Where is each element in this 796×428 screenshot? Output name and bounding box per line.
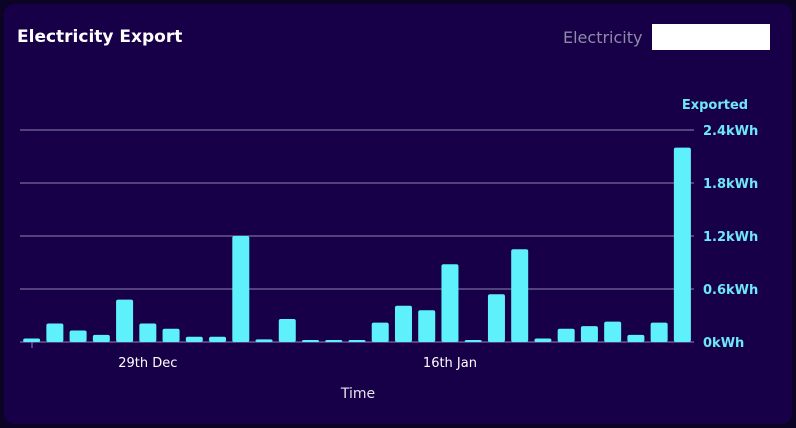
bar[interactable] xyxy=(673,147,691,342)
bar[interactable] xyxy=(302,340,320,342)
meter-selector-label: Electricity xyxy=(563,28,643,47)
bar[interactable] xyxy=(139,323,157,342)
bar[interactable] xyxy=(278,319,296,342)
bar[interactable] xyxy=(511,249,529,342)
bar[interactable] xyxy=(255,339,273,342)
bar[interactable] xyxy=(464,340,482,342)
bar[interactable] xyxy=(604,321,622,342)
y-tick-label: 0kWh xyxy=(703,336,744,351)
bar[interactable] xyxy=(232,236,250,342)
bar[interactable] xyxy=(441,264,459,342)
bar[interactable] xyxy=(116,299,134,342)
bar[interactable] xyxy=(23,338,41,342)
bar[interactable] xyxy=(650,322,668,342)
y-axis-label: Exported xyxy=(682,98,748,113)
y-axis-ticks: 0kWh 0.6kWh 1.2kWh 1.8kWh 2.4kWh xyxy=(703,124,758,351)
bar[interactable] xyxy=(534,338,552,342)
x-axis-label: Time xyxy=(340,386,375,402)
y-tick-label: 0.6kWh xyxy=(703,283,758,298)
y-tick-label: 1.8kWh xyxy=(703,177,758,192)
y-tick-label: 2.4kWh xyxy=(703,124,758,139)
y-tick-label: 1.2kWh xyxy=(703,230,758,245)
bar[interactable] xyxy=(371,322,389,342)
bar[interactable] xyxy=(627,334,645,342)
x-tick-label: 29th Dec xyxy=(118,356,177,371)
bar[interactable] xyxy=(348,340,366,342)
bar[interactable] xyxy=(209,336,227,342)
bar[interactable] xyxy=(394,305,412,342)
bar[interactable] xyxy=(162,328,180,342)
chart-card xyxy=(4,4,792,424)
x-axis-ticks: 29th Dec 16th Jan xyxy=(31,342,477,371)
bar[interactable] xyxy=(69,330,87,342)
bar[interactable] xyxy=(487,294,505,342)
bar[interactable] xyxy=(46,323,64,342)
meter-selector-dropdown[interactable] xyxy=(652,24,770,50)
bar[interactable] xyxy=(185,336,203,342)
bar-series xyxy=(23,147,691,342)
bar[interactable] xyxy=(325,340,343,342)
x-tick-label: 16th Jan xyxy=(423,356,477,371)
bar[interactable] xyxy=(418,310,436,342)
chart-title: Electricity Export xyxy=(17,27,183,47)
bar[interactable] xyxy=(557,328,575,342)
bar[interactable] xyxy=(92,334,110,342)
bar[interactable] xyxy=(580,326,598,342)
